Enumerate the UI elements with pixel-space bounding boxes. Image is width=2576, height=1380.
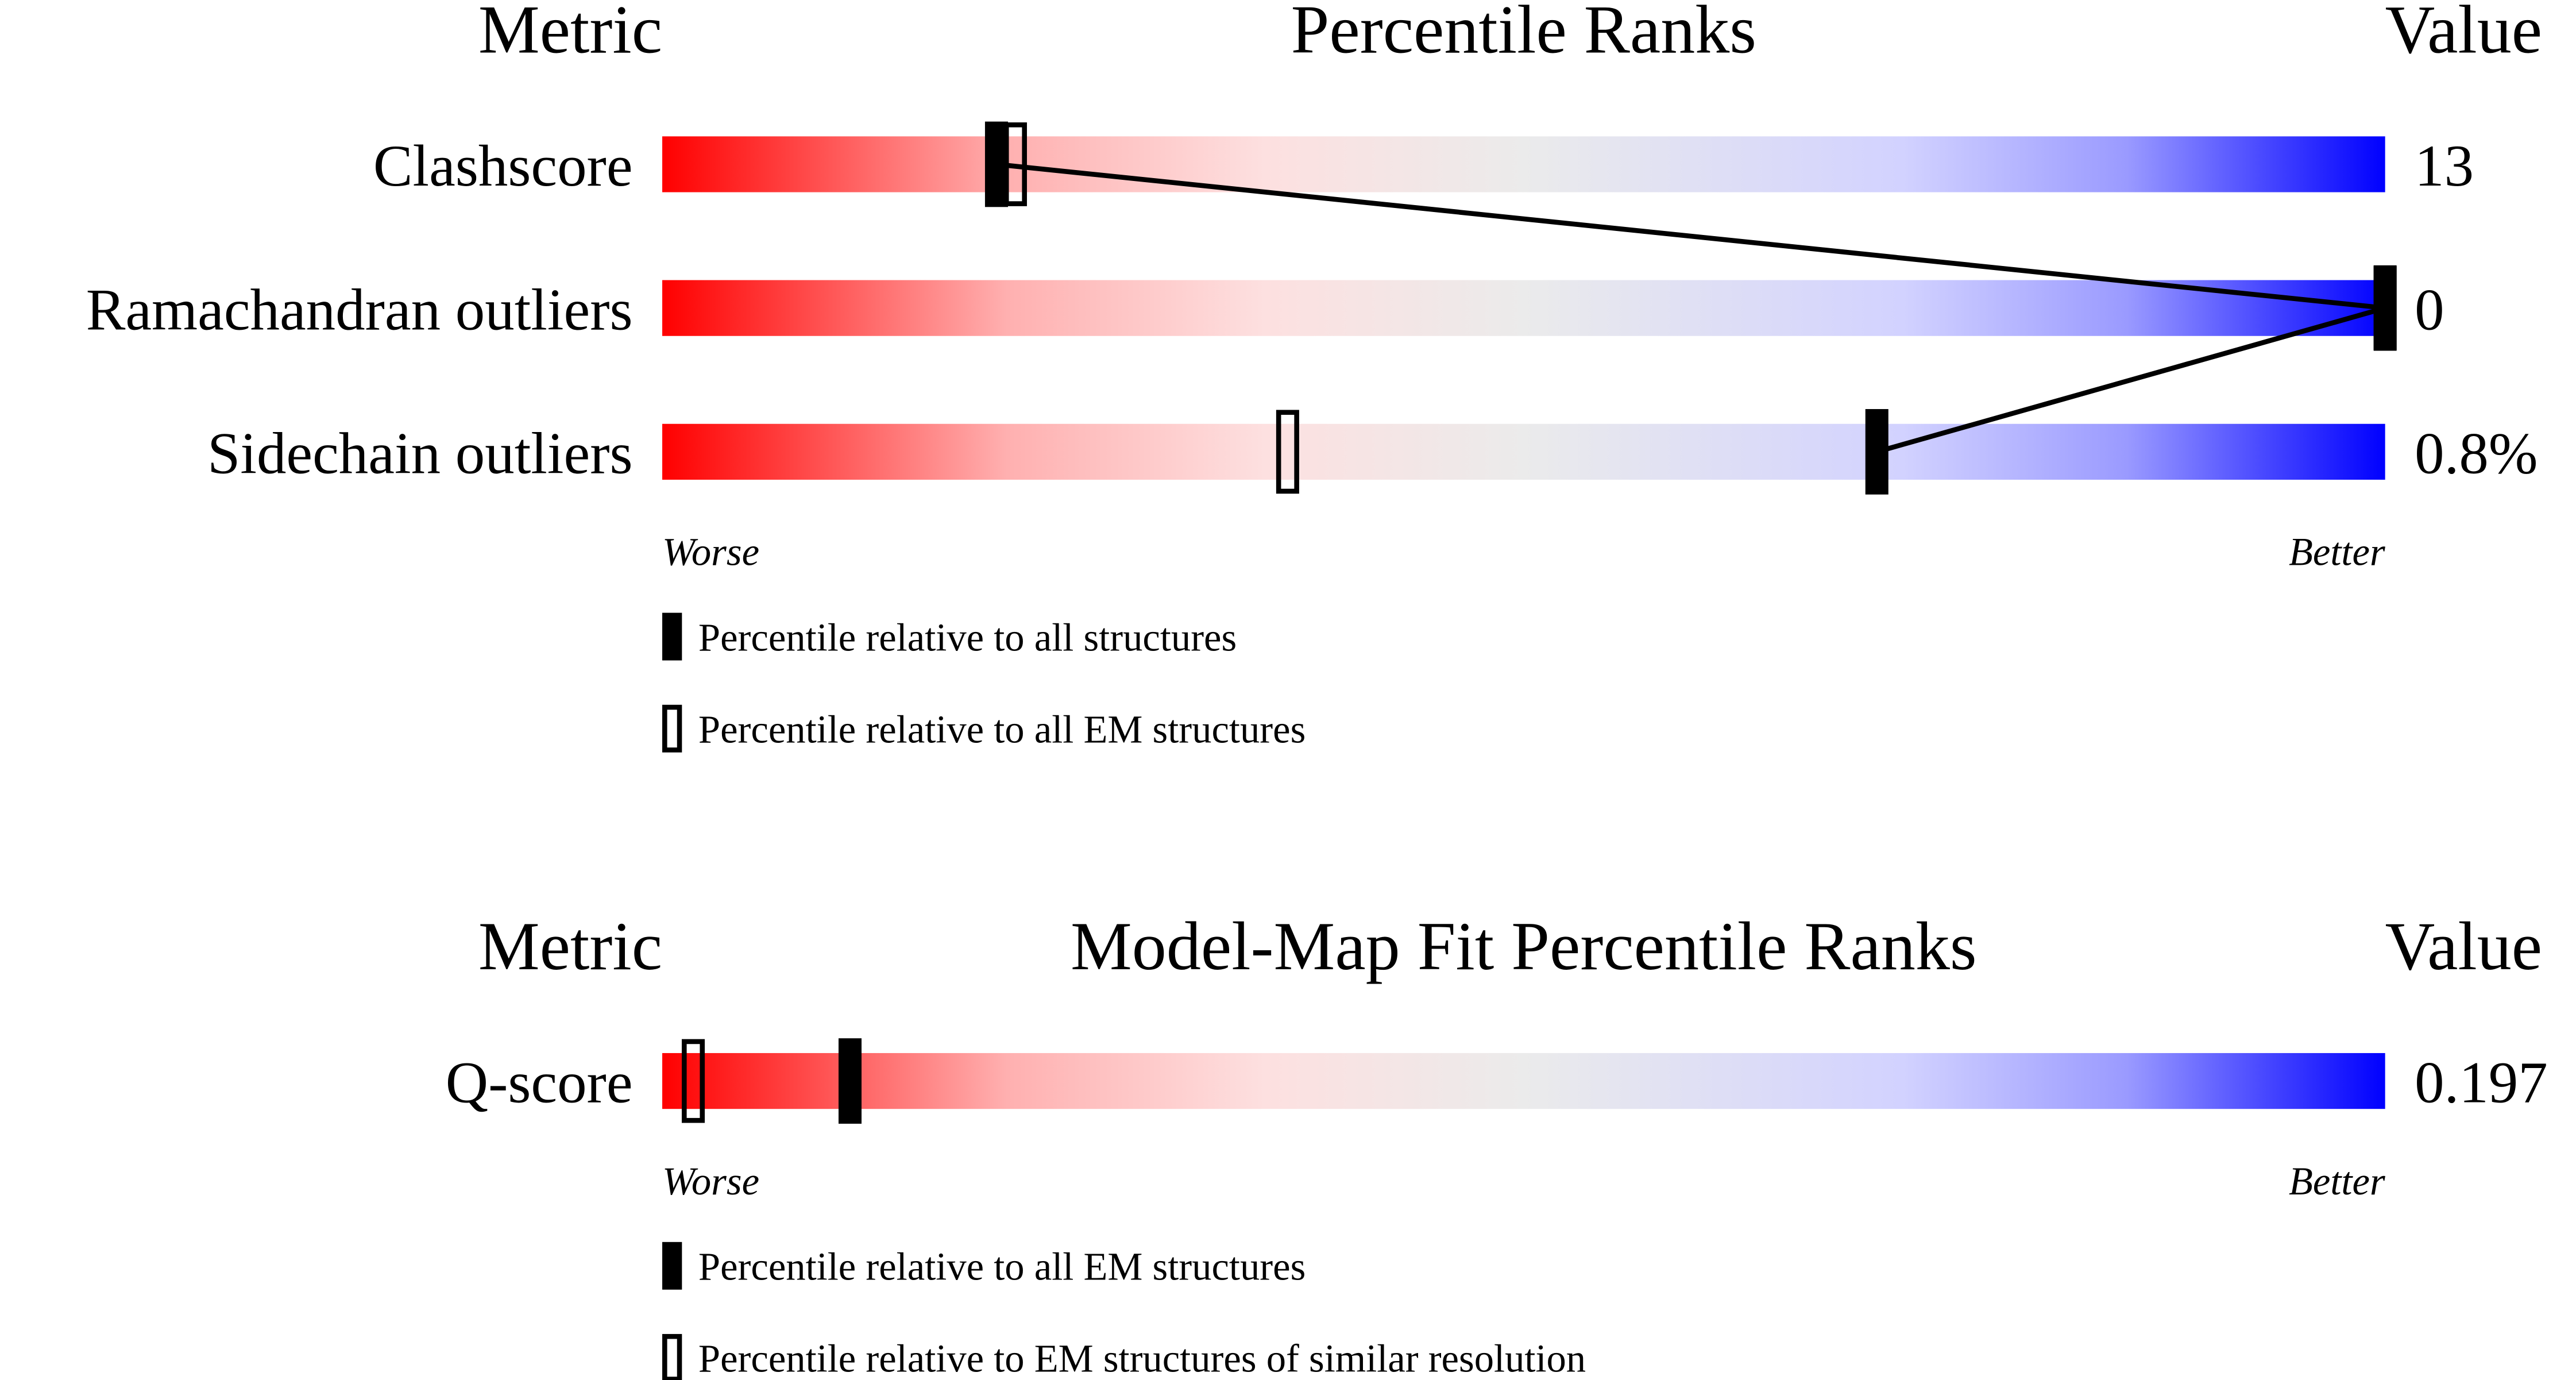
percentile-marker-outline: [1276, 410, 1299, 494]
legend-label: Percentile relative to EM structures of …: [698, 1337, 1586, 1380]
percentile-marker-outline: [681, 1039, 705, 1123]
metric-value: 0.8%: [2415, 421, 2538, 487]
value-header: Value: [2385, 0, 2542, 68]
metric-value: 0: [2415, 277, 2444, 342]
percentile-marker: [838, 1038, 862, 1124]
percentile-marker: [1865, 409, 1888, 495]
metric-value: 13: [2415, 133, 2474, 199]
legend-label: Percentile relative to all EM structures: [698, 1245, 1306, 1289]
better-label: Better: [2289, 1159, 2385, 1203]
metric-label: Clashscore: [373, 133, 633, 199]
better-label: Better: [2289, 530, 2385, 574]
metric-label: Ramachandran outliers: [86, 277, 633, 342]
value-header: Value: [2385, 908, 2542, 984]
legend-swatch: [662, 1333, 682, 1380]
percentile-marker-outline: [1003, 122, 1027, 206]
metric-label: Sidechain outliers: [207, 421, 632, 487]
metric-header: Metric: [478, 908, 662, 984]
metric-value: 0.197: [2415, 1050, 2548, 1116]
legend-swatch: [662, 1242, 682, 1290]
metric-label: Q-score: [446, 1050, 633, 1116]
slider-bar: [662, 280, 2385, 336]
metric-header: Metric: [478, 0, 662, 68]
legend-label: Percentile relative to all EM structures: [698, 708, 1306, 751]
chart-title: Model-Map Fit Percentile Ranks: [1071, 908, 1977, 984]
percentile-marker-outline: [2373, 266, 2397, 350]
legend-swatch: [662, 704, 682, 753]
legend-label: Percentile relative to all structures: [698, 615, 1237, 659]
chart-title: Percentile Ranks: [1291, 0, 1756, 68]
slider-bar: [662, 1053, 2385, 1109]
slider-bar: [662, 136, 2385, 192]
worse-label: Worse: [662, 530, 759, 574]
worse-label: Worse: [662, 1159, 759, 1203]
legend-swatch: [662, 612, 682, 661]
slider-bar: [662, 423, 2385, 480]
